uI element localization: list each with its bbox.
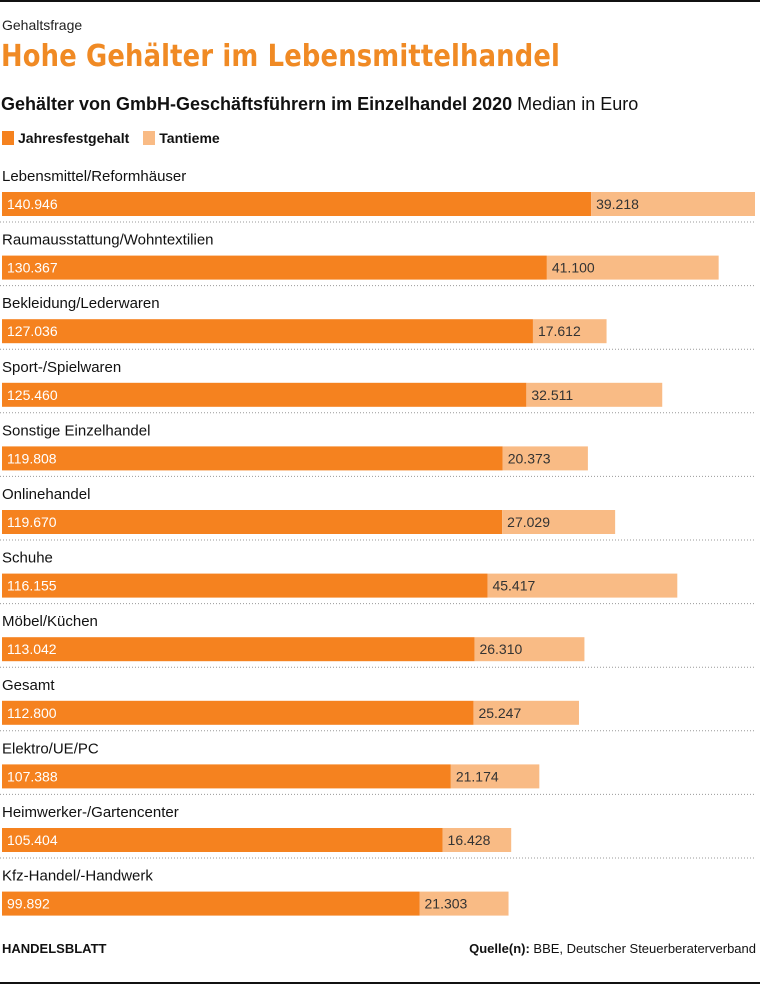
value-label-jahresfestgehalt: 113.042 [7,641,57,657]
subtitle-unit: Median in Euro [517,94,639,114]
category-label: Heimwerker-/Gartencenter [2,804,179,821]
value-label-jahresfestgehalt: 105.404 [7,832,58,848]
value-label-tantieme: 45.417 [492,578,535,594]
bar-tantieme [526,382,663,407]
bar-tantieme [419,891,509,916]
legend-label-base: Jahresfestgehalt [18,130,130,146]
subtitle: Gehälter von GmbH-Geschäftsführern im Ei… [1,94,638,115]
value-label-tantieme: 27.029 [507,514,550,530]
bar-jahresfestgehalt [2,255,547,280]
value-label-tantieme: 17.612 [538,323,581,339]
legend-swatch-base [2,131,14,145]
value-label-tantieme: 41.100 [552,260,595,276]
value-label-tantieme: 21.303 [425,896,468,912]
bar-tantieme [532,319,607,344]
value-label-tantieme: 25.247 [478,705,521,721]
bar-tantieme [473,700,579,725]
bar-tantieme [502,446,588,471]
source-note: Quelle(n): BBE, Deutscher Steuerberaterv… [469,941,756,956]
bar-jahresfestgehalt [2,700,474,725]
category-label: Möbel/Küchen [2,613,98,630]
bar-jahresfestgehalt [2,382,527,407]
bar-jahresfestgehalt [2,637,475,662]
category-label: Sport-/Spielwaren [2,359,121,376]
category-label: Bekleidung/Lederwaren [2,295,160,312]
category-label: Kfz-Handel/-Handwerk [2,868,153,885]
bar-jahresfestgehalt [2,510,503,534]
source-text: BBE, Deutscher Steuerberaterverband [533,941,756,956]
bar-tantieme [474,637,585,662]
bar-jahresfestgehalt [2,192,592,216]
source-label: Quelle(n): [469,941,530,956]
category-label: Schuhe [2,550,53,567]
brand-label: HANDELSBLATT [2,941,107,956]
bar-tantieme [442,828,512,852]
value-label-jahresfestgehalt: 127.036 [7,323,58,339]
bar-tantieme [487,573,678,598]
bar-tantieme [450,764,540,789]
value-label-tantieme: 21.174 [456,768,499,784]
category-label: Raumausstattung/Wohntextilien [2,232,214,249]
bar-tantieme [546,255,719,280]
subtitle-main: Gehälter von GmbH-Geschäftsführern im Ei… [1,94,513,114]
bar-jahresfestgehalt [2,446,503,471]
value-label-tantieme: 20.373 [508,450,551,466]
category-label: Gesamt [2,677,55,694]
value-label-tantieme: 26.310 [479,641,522,657]
category-label: Elektro/UE/PC [2,740,99,757]
value-label-tantieme: 32.511 [531,387,573,403]
value-label-jahresfestgehalt: 130.367 [7,260,58,276]
category-label: Onlinehandel [2,486,90,503]
legend-swatch-bonus [143,131,156,145]
bar-jahresfestgehalt [2,828,443,852]
bar-jahresfestgehalt [2,891,420,916]
legend-label-bonus: Tantieme [159,130,220,146]
value-label-tantieme: 16.428 [448,832,491,848]
bar-chart: Lebensmittel/Reformhäuser 140.946 39.218 Ra… [0,168,756,916]
legend: Jahresfestgehalt Tantieme [2,130,234,146]
value-label-jahresfestgehalt: 119.808 [7,450,57,466]
value-label-jahresfestgehalt: 125.460 [7,387,58,403]
category-label: Sonstige Einzelhandel [2,422,150,439]
kicker: Gehaltsfrage [2,17,83,33]
top-rule [0,0,760,2]
value-label-jahresfestgehalt: 112.800 [7,705,57,721]
headline: Hohe Gehälter im Lebensmittelhandel [1,39,561,74]
value-label-jahresfestgehalt: 107.388 [7,768,58,784]
legend-item-base: Jahresfestgehalt [2,130,129,146]
value-label-jahresfestgehalt: 116.155 [7,578,57,594]
bar-jahresfestgehalt [2,764,451,789]
value-label-jahresfestgehalt: 119.670 [7,514,57,530]
bar-jahresfestgehalt [2,319,533,344]
value-label-tantieme: 39.218 [596,196,639,212]
value-label-jahresfestgehalt: 99.892 [7,896,50,912]
value-label-jahresfestgehalt: 140.946 [7,196,58,212]
bar-jahresfestgehalt [2,573,488,598]
category-label: Lebensmittel/Reformhäuser [2,168,186,185]
bottom-rule [0,982,760,984]
bar-tantieme [502,510,616,534]
legend-item-bonus: Tantieme [143,130,220,146]
bar-tantieme [591,192,755,216]
